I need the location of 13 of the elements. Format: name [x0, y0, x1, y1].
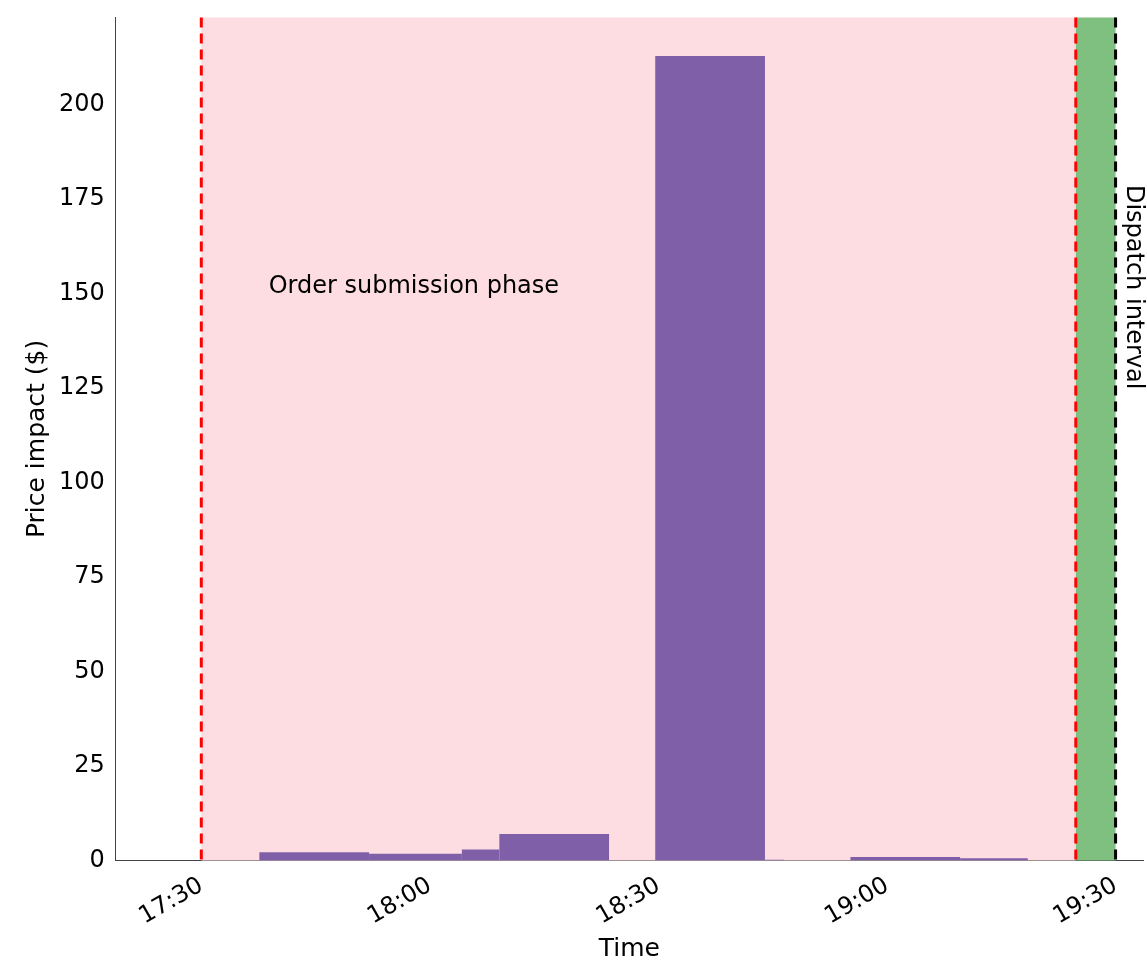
- band-label: Order submission phase: [268, 271, 560, 300]
- x-axis-title: Time: [597, 932, 660, 962]
- band-label: Dispatch interval: [1121, 184, 1147, 390]
- y-tick-label: 175: [59, 183, 105, 212]
- y-tick-label: 0: [89, 844, 105, 873]
- y-tick-label: 125: [59, 372, 105, 401]
- y-tick-label: 100: [59, 466, 105, 495]
- y-tick-label: 25: [74, 750, 105, 779]
- y-tick-label: 50: [74, 655, 105, 684]
- y-tick-label: 75: [74, 561, 105, 590]
- y-tick-label: 200: [59, 88, 105, 117]
- y-tick-label: 150: [59, 277, 105, 306]
- y-axis-title: Price impact ($): [20, 339, 50, 539]
